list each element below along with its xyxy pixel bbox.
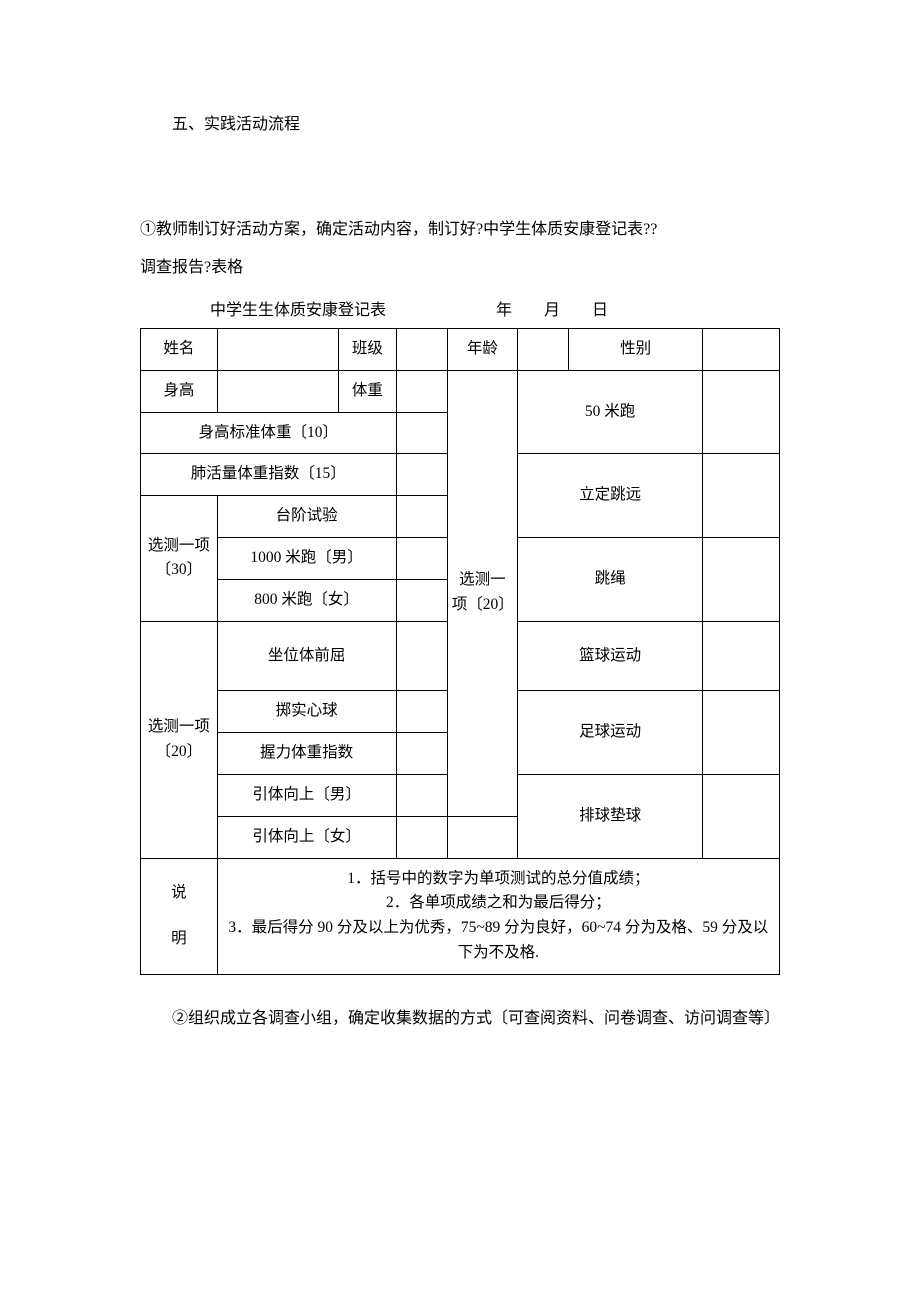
- cell-class-label: 班级: [339, 329, 397, 371]
- cell-football-value: [703, 691, 780, 775]
- cell-note-label: 说明: [141, 858, 218, 974]
- cell-name-value: [217, 329, 338, 371]
- cell-sel30-label: 选测一项〔30〕: [141, 496, 218, 621]
- cell-steptest-value: [396, 496, 447, 538]
- cell-pullup-m-value: [396, 774, 447, 816]
- table-row: 姓名 班级 年龄 性别: [141, 329, 780, 371]
- cell-vital-value: [396, 454, 447, 496]
- cell-football-label: 足球运动: [517, 691, 702, 775]
- cell-gender-value: [703, 329, 780, 371]
- cell-name-label: 姓名: [141, 329, 218, 371]
- table-title-row: 中学生生体质安康登记表 年 月 日: [140, 296, 780, 320]
- cell-sel20b-label: 选测一项〔20〕: [447, 370, 517, 816]
- cell-volleyball-label: 排球垫球: [517, 774, 702, 858]
- cell-sitreach-value: [396, 621, 447, 691]
- cell-gripindex-label: 握力体重指数: [217, 733, 396, 775]
- cell-run1000-label: 1000 米跑〔男〕: [217, 537, 396, 579]
- cell-pullup-m-label: 引体向上〔男〕: [217, 774, 396, 816]
- cell-std-weight-label: 身高标准体重〔10〕: [141, 412, 397, 454]
- step-1-line-1: ①教师制订好活动方案，确定活动内容，制订好?中学生体质安康登记表??: [140, 214, 780, 246]
- cell-sitreach-label: 坐位体前屈: [217, 621, 396, 691]
- cell-sel20a-label: 选测一项〔20〕: [141, 621, 218, 858]
- table-row: 说明 1．括号中的数字为单项测试的总分值成绩； 2．各单项成绩之和为最后得分； …: [141, 858, 780, 974]
- cell-height-value: [217, 370, 338, 412]
- cell-run50-label: 50 米跑: [517, 370, 702, 454]
- step-2: ②组织成立各调查小组，确定收集数据的方式〔可查阅资料、问卷调查、访问调查等〕: [140, 1003, 780, 1035]
- cell-note-body: 1．括号中的数字为单项测试的总分值成绩； 2．各单项成绩之和为最后得分； 3．最…: [217, 858, 779, 974]
- cell-jumprope-label: 跳绳: [517, 537, 702, 621]
- table-date-label: 年 月 日: [386, 296, 608, 320]
- table-row: 身高 体重 选测一项〔20〕 50 米跑: [141, 370, 780, 412]
- cell-longjump-label: 立定跳远: [517, 454, 702, 538]
- cell-jumprope-value: [703, 537, 780, 621]
- section-heading: 五、实践活动流程: [140, 110, 780, 134]
- cell-class-value: [396, 329, 447, 371]
- note-line-1: 1．括号中的数字为单项测试的总分值成绩；: [222, 867, 775, 892]
- cell-basketball-label: 篮球运动: [517, 621, 702, 691]
- cell-pullup-f-value: [396, 816, 447, 858]
- note-line-3: 3．最后得分 90 分及以上为优秀，75~89 分为良好，60~74 分为及格、…: [222, 916, 775, 966]
- cell-run800-label: 800 米跑〔女〕: [217, 579, 396, 621]
- table-title: 中学生生体质安康登记表: [140, 296, 386, 320]
- cell-weight-label: 体重: [339, 370, 397, 412]
- cell-volleyball-value: [703, 774, 780, 858]
- note-line-2: 2．各单项成绩之和为最后得分；: [222, 891, 775, 916]
- cell-gender-label: 性别: [569, 329, 703, 371]
- cell-pullup-f-label: 引体向上〔女〕: [217, 816, 396, 858]
- cell-basketball-value: [703, 621, 780, 691]
- cell-weight-value: [396, 370, 447, 412]
- fitness-form-table: 姓名 班级 年龄 性别 身高 体重 选测一项〔20〕 50 米跑 身高标准体重〔…: [140, 328, 780, 975]
- cell-medicineball-value: [396, 691, 447, 733]
- cell-std-weight-value: [396, 412, 447, 454]
- cell-gripindex-value: [396, 733, 447, 775]
- cell-run50-value: [703, 370, 780, 454]
- cell-longjump-value: [703, 454, 780, 538]
- cell-medicineball-label: 掷实心球: [217, 691, 396, 733]
- step-1-line-2: 调查报告?表格: [140, 252, 780, 284]
- cell-age-label: 年龄: [447, 329, 517, 371]
- cell-vital-label: 肺活量体重指数〔15〕: [141, 454, 397, 496]
- cell-steptest-label: 台阶试验: [217, 496, 396, 538]
- page: 五、实践活动流程 ①教师制订好活动方案，确定活动内容，制订好?中学生体质安康登记…: [0, 0, 920, 1095]
- cell-height-label: 身高: [141, 370, 218, 412]
- cell-run800-value: [396, 579, 447, 621]
- cell-age-value: [517, 329, 568, 371]
- cell-run1000-value: [396, 537, 447, 579]
